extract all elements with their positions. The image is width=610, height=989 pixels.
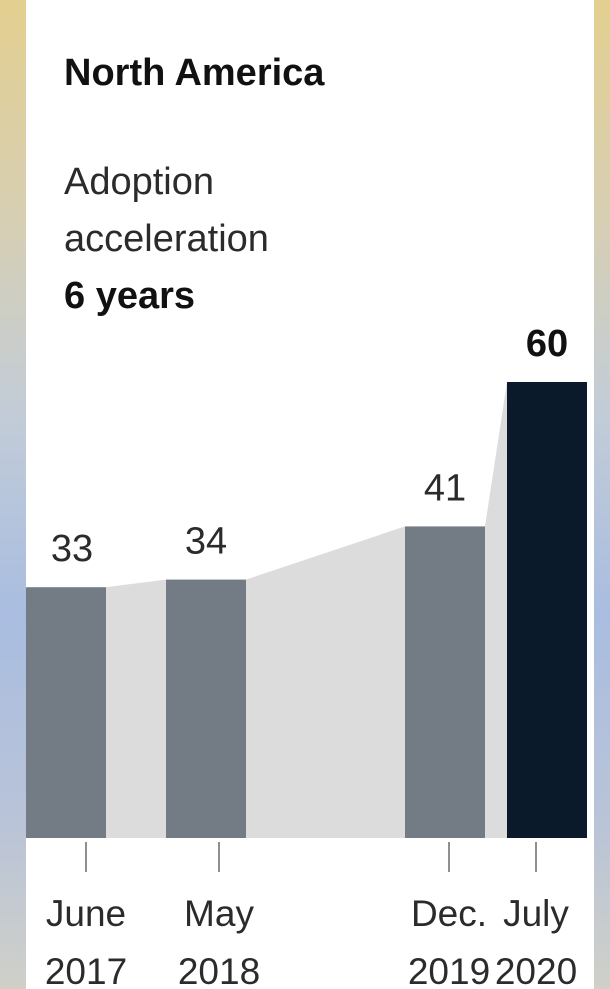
x-tick-label-month-3: Dec. bbox=[411, 893, 487, 934]
bar-3 bbox=[405, 526, 485, 838]
bar-4 bbox=[507, 382, 587, 838]
value-label-3: 41 bbox=[424, 467, 466, 509]
chart-subtitle: Adoption acceleration 6 years bbox=[64, 154, 269, 325]
x-tick-label-year-2: 2018 bbox=[178, 951, 260, 989]
x-tick-label-month-4: July bbox=[503, 893, 569, 934]
value-label-4: 60 bbox=[526, 323, 568, 365]
value-label-2: 34 bbox=[185, 521, 227, 563]
connector-area-1 bbox=[106, 579, 166, 838]
x-tick-label-year-3: 2019 bbox=[408, 951, 490, 989]
chart-title: North America bbox=[64, 52, 325, 94]
acceleration-value: 6 years bbox=[64, 275, 196, 317]
connector-area-3 bbox=[485, 382, 507, 838]
bar-2 bbox=[166, 579, 246, 838]
subtitle-line-2: acceleration bbox=[64, 218, 269, 260]
x-tick-label-month-1: June bbox=[46, 893, 126, 934]
subtitle-line-1: Adoption bbox=[64, 161, 215, 203]
bar-1 bbox=[26, 587, 106, 838]
x-tick-label-year-1: 2017 bbox=[45, 951, 127, 989]
x-tick-label-month-2: May bbox=[184, 893, 254, 934]
x-tick-label-year-4: 2020 bbox=[495, 951, 577, 989]
value-label-1: 33 bbox=[51, 528, 93, 570]
connector-area-2 bbox=[246, 526, 405, 838]
